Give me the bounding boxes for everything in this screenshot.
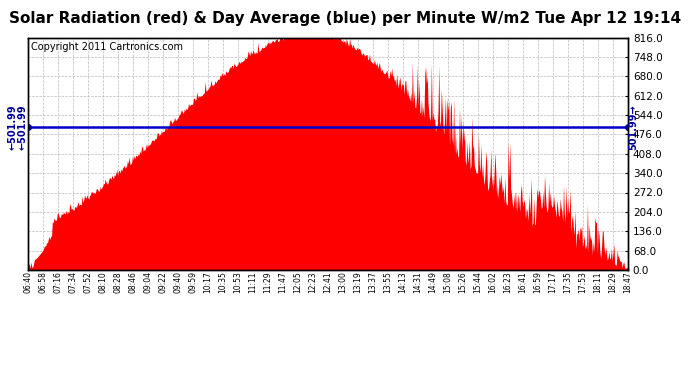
Text: ←501.99: ←501.99 (18, 104, 28, 150)
Text: Copyright 2011 Cartronics.com: Copyright 2011 Cartronics.com (30, 42, 183, 52)
Text: Solar Radiation (red) & Day Average (blue) per Minute W/m2 Tue Apr 12 19:14: Solar Radiation (red) & Day Average (blu… (9, 11, 681, 26)
Text: 501.99→: 501.99→ (628, 104, 638, 150)
Text: ←501.99: ←501.99 (8, 104, 18, 150)
